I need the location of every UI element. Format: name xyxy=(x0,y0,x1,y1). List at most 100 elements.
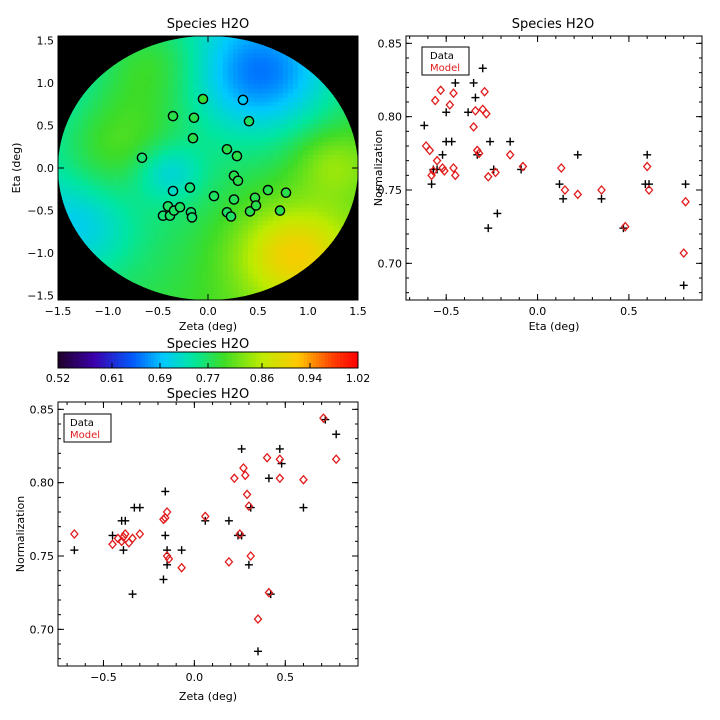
heatmap-cell xyxy=(103,225,109,231)
heatmap-cell xyxy=(223,97,229,103)
heatmap-cell xyxy=(223,115,229,121)
heatmap-cell xyxy=(263,286,269,292)
colorbar-cell xyxy=(199,352,203,368)
colorbar-cell xyxy=(250,352,254,368)
heatmap-cell xyxy=(273,247,279,253)
heatmap-cell xyxy=(188,251,194,257)
heatmap-cell xyxy=(208,137,214,143)
heatmap-cell xyxy=(83,234,89,239)
heatmap-cell xyxy=(323,146,329,151)
heatmap-cell xyxy=(298,176,304,182)
heatmap-cell xyxy=(98,110,104,116)
heatmap-cell xyxy=(293,229,299,235)
heatmap-cell xyxy=(213,278,219,283)
heatmap-cell xyxy=(333,176,339,182)
heatmap-cell xyxy=(113,115,119,121)
heatmap-cell xyxy=(173,93,179,99)
heatmap-cell xyxy=(283,229,289,235)
heatmap-cell xyxy=(233,128,239,134)
heatmap-cell xyxy=(263,234,269,239)
heatmap-cell xyxy=(148,260,154,266)
zeta-data-point xyxy=(128,590,137,599)
heatmap-cell xyxy=(183,295,189,300)
heatmap-cell xyxy=(173,71,179,77)
heatmap-cell xyxy=(258,154,264,160)
heatmap-cell xyxy=(333,229,339,235)
heatmap-cell xyxy=(138,229,144,235)
heatmap-cell xyxy=(258,97,264,103)
heatmap-cell xyxy=(128,225,134,231)
heatmap-cell xyxy=(123,273,129,279)
heatmap-cell xyxy=(213,71,219,77)
heatmap-cell xyxy=(318,172,324,178)
heatmap-cell xyxy=(198,291,204,297)
heatmap-cell xyxy=(198,115,204,121)
heatmap-cell xyxy=(233,97,239,103)
heatmap-cell xyxy=(118,146,124,151)
heatmap-cell xyxy=(188,278,194,283)
heatmap-cell xyxy=(328,128,334,134)
eta-model-point xyxy=(421,141,431,151)
heatmap-cell xyxy=(253,181,259,187)
heatmap-cell xyxy=(108,185,114,191)
heatmap-cell xyxy=(318,137,324,143)
heatmap-cell xyxy=(308,150,314,156)
heatmap-cell xyxy=(233,141,239,147)
heatmap-cell xyxy=(293,88,299,94)
heatmap-cell xyxy=(178,172,184,178)
heatmap-cell xyxy=(218,154,224,160)
heatmap-cell xyxy=(258,49,264,55)
heatmap-cell xyxy=(323,141,329,147)
heatmap-cell xyxy=(58,154,64,160)
heatmap-cell xyxy=(133,159,139,165)
heatmap-cell xyxy=(163,256,169,261)
heatmap-cell xyxy=(283,269,289,275)
heatmap-cell xyxy=(63,194,69,200)
heatmap-cell xyxy=(293,75,299,81)
heatmap-cell xyxy=(133,66,139,72)
heatmap-cell xyxy=(278,88,284,94)
heatmap-cell xyxy=(218,172,224,178)
colorbar-cell xyxy=(283,352,287,368)
heatmap-cell xyxy=(328,97,334,103)
heatmap-cell xyxy=(278,181,284,187)
heatmap-cell xyxy=(178,128,184,134)
heatmap-cell xyxy=(198,194,204,200)
heatmap-cell xyxy=(123,163,129,169)
heatmap-cell xyxy=(93,198,99,204)
heatmap-cell xyxy=(268,58,274,63)
heatmap-cell xyxy=(163,242,169,248)
heatmap-cell xyxy=(228,36,234,41)
heatmap-cell xyxy=(293,194,299,200)
heatmap-cell xyxy=(103,256,109,261)
heatmap-cell xyxy=(63,128,69,134)
heatmap-cell xyxy=(253,190,259,195)
colorbar-cell xyxy=(232,352,236,368)
heatmap-cell xyxy=(83,163,89,169)
heatmap-cell xyxy=(243,264,249,270)
heatmap-cell xyxy=(128,190,134,195)
heatmap-cell xyxy=(108,207,114,213)
heatmap-cell xyxy=(273,53,279,59)
heatmap-cell xyxy=(93,159,99,165)
eta-model-point xyxy=(449,163,458,173)
heatmap-cell xyxy=(78,207,84,213)
heatmap-cell xyxy=(243,159,249,165)
eta-model-point xyxy=(450,170,460,181)
heatmap-cell xyxy=(243,176,249,182)
heatmap-cell xyxy=(273,269,279,275)
heatmap-cell xyxy=(183,251,189,257)
heatmap-cell xyxy=(213,128,219,134)
heatmap-cell xyxy=(333,97,339,103)
heatmap-cell xyxy=(213,264,219,270)
heatmap-cell xyxy=(173,119,179,125)
heatmap-cell xyxy=(328,185,334,191)
eta-model-point xyxy=(436,85,446,96)
heatmap-cell xyxy=(98,115,104,121)
heatmap-cell xyxy=(108,88,114,94)
heatmap-cell xyxy=(163,124,169,129)
heatmap-cell xyxy=(143,264,149,270)
heatmap-cell xyxy=(193,264,199,270)
heatmap-cell xyxy=(263,282,269,288)
heatmap-cell xyxy=(243,146,249,151)
